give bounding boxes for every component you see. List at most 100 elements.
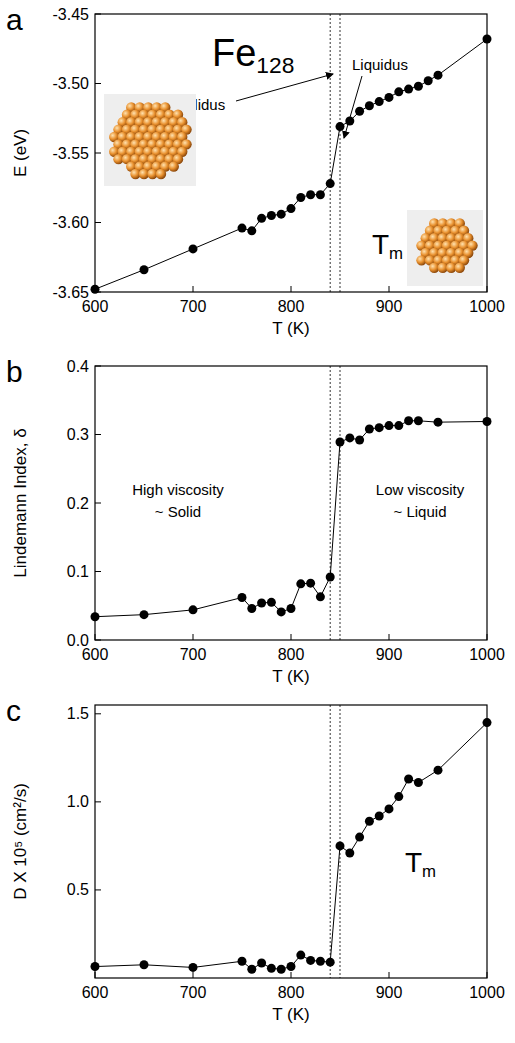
y-tick-label: 0.1	[67, 563, 89, 580]
x-tick-label: 900	[376, 298, 403, 315]
annotation: Low viscosity	[376, 481, 465, 498]
annotation: ~ Solid	[155, 503, 201, 520]
x-tick-label: 600	[82, 298, 109, 315]
data-point	[316, 957, 325, 966]
data-point	[434, 71, 443, 80]
data-point	[404, 85, 413, 94]
data-point	[434, 766, 443, 775]
x-tick-label: 600	[82, 984, 109, 1001]
data-point	[365, 101, 374, 110]
data-point	[355, 833, 364, 842]
x-tick	[193, 972, 194, 978]
data-point	[247, 965, 256, 974]
annotation: High viscosity	[132, 481, 224, 498]
inset-title: Fe128	[212, 32, 294, 78]
x-axis-title: T (K)	[272, 319, 309, 338]
data-point	[267, 598, 276, 607]
annotation-main: T	[372, 229, 389, 260]
data-point	[140, 960, 149, 969]
data-point	[140, 265, 149, 274]
y-tick	[95, 713, 101, 714]
reference-line	[340, 366, 341, 640]
x-axis-title: T (K)	[272, 1005, 309, 1024]
y-tick	[95, 153, 101, 154]
data-point	[365, 425, 374, 434]
x-tick-label: 1000	[469, 646, 505, 663]
data-point	[375, 423, 384, 432]
y-tick-label: 0.4	[67, 358, 89, 375]
y-tick-label: 0.0	[67, 632, 89, 649]
data-point	[91, 612, 100, 621]
y-tick-label: 0.2	[67, 495, 89, 512]
data-point	[355, 107, 364, 116]
inset-background	[104, 94, 196, 186]
data-point	[296, 951, 305, 960]
data-point	[483, 417, 492, 426]
data-point	[189, 244, 198, 253]
x-tick-label: 900	[376, 984, 403, 1001]
y-tick-label: 0.5	[67, 881, 89, 898]
y-tick	[95, 571, 101, 572]
data-point	[306, 956, 315, 965]
cluster-inset	[407, 210, 483, 286]
data-point	[336, 438, 345, 447]
y-tick	[95, 14, 101, 15]
y-axis-title: Lindemann Index, δ	[11, 428, 30, 577]
y-axis-title: E (eV)	[11, 129, 30, 177]
data-group	[91, 35, 492, 294]
data-point	[326, 572, 335, 581]
data-group	[91, 416, 492, 621]
y-tick	[95, 434, 101, 435]
data-point	[306, 190, 315, 199]
x-tick-label: 800	[278, 646, 305, 663]
y-tick	[95, 83, 101, 84]
data-point	[375, 97, 384, 106]
data-point	[375, 811, 384, 820]
data-point	[257, 214, 266, 223]
y-tick	[95, 503, 101, 504]
y-axis-title: D X 10⁵ (cm²/s)	[11, 783, 30, 900]
plot-frame	[95, 366, 487, 640]
y-tick	[95, 889, 101, 890]
data-point	[267, 964, 276, 973]
x-tick	[291, 972, 292, 978]
panel-letter: c	[6, 694, 21, 727]
x-tick-label: 1000	[469, 984, 505, 1001]
annotation: Tm	[372, 229, 403, 263]
panel: Fe1286007008009001000-3.65-3.60-3.55-3.5…	[6, 3, 505, 338]
series-line	[95, 39, 487, 289]
data-group	[91, 718, 492, 974]
x-tick-label: 800	[278, 298, 305, 315]
y-tick-label: 1.0	[67, 793, 89, 810]
inset-background	[407, 210, 483, 286]
data-point	[189, 963, 198, 972]
inset-title-main: Fe	[212, 32, 256, 74]
data-point	[140, 610, 149, 619]
x-tick	[95, 972, 96, 978]
x-axis-title: T (K)	[272, 667, 309, 686]
y-tick	[95, 366, 101, 367]
data-point	[277, 607, 286, 616]
data-point	[385, 421, 394, 430]
x-tick-label: 600	[82, 646, 109, 663]
annotation: Tm	[405, 847, 436, 881]
reference-line	[330, 366, 331, 640]
data-point	[336, 841, 345, 850]
data-point	[414, 82, 423, 91]
data-point	[287, 204, 296, 213]
x-tick	[193, 286, 194, 292]
annotation-main: T	[405, 847, 422, 878]
panel: 60070080090010000.51.01.5T (K)D X 10⁵ (c…	[6, 694, 505, 1024]
data-point	[394, 421, 403, 430]
data-point	[345, 433, 354, 442]
plot-frame	[95, 705, 487, 978]
x-tick-label: 700	[180, 984, 207, 1001]
data-point	[424, 76, 433, 85]
y-tick	[95, 222, 101, 223]
data-point	[247, 604, 256, 613]
x-tick	[389, 972, 390, 978]
x-tick	[389, 634, 390, 640]
cluster-inset	[104, 94, 196, 186]
x-tick	[487, 286, 488, 292]
y-tick-label: -3.55	[53, 145, 90, 162]
